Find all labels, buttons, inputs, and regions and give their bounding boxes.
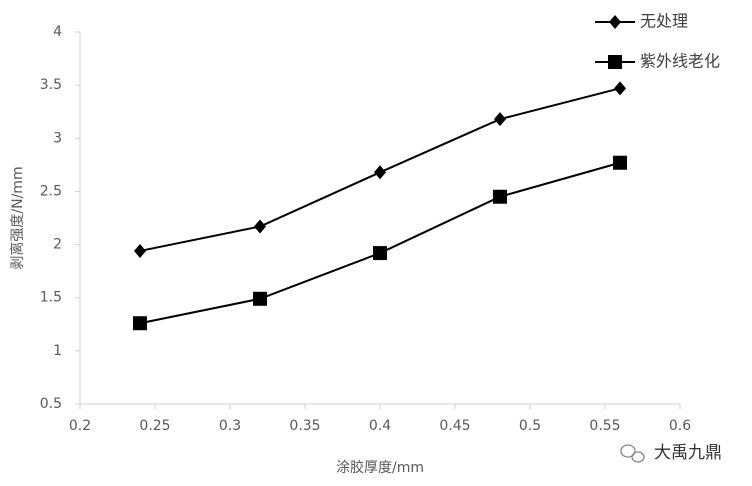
- x-tick-label: 0.55: [589, 418, 620, 434]
- y-tick-label: 2.5: [40, 183, 62, 199]
- x-tick-label: 0.5: [519, 418, 541, 434]
- y-tick-label: 1: [53, 343, 62, 359]
- x-tick-label: 0.3: [219, 418, 241, 434]
- x-tick-label: 0.4: [369, 418, 391, 434]
- x-tick-label: 0.6: [669, 418, 691, 434]
- legend-label: 紫外线老化: [640, 52, 720, 71]
- x-axis-label: 涂胶厚度/mm: [336, 459, 424, 476]
- data-point: [253, 291, 267, 306]
- y-tick-label: 3: [53, 130, 62, 146]
- data-point: [254, 219, 266, 234]
- y-tick-label: 4: [53, 24, 62, 40]
- data-point: [134, 243, 146, 258]
- data-point: [614, 81, 626, 96]
- y-tick-label: 3.5: [40, 77, 62, 93]
- y-tick-label: 0.5: [40, 396, 62, 412]
- data-point: [494, 112, 506, 127]
- data-point: [613, 155, 627, 170]
- y-axis-label: 剥离强度/N/mm: [9, 166, 26, 269]
- watermark: 大禹九鼎: [654, 443, 722, 463]
- x-tick-label: 0.2: [69, 418, 91, 434]
- legend-label: 无处理: [640, 12, 688, 31]
- legend-marker: [608, 55, 622, 69]
- data-point: [374, 165, 386, 180]
- x-tick-label: 0.35: [289, 418, 320, 434]
- watermark-icon: [620, 444, 645, 463]
- legend-marker: [609, 15, 621, 29]
- x-tick-label: 0.25: [139, 418, 170, 434]
- y-tick-label: 2: [53, 237, 62, 253]
- x-tick-label: 0.45: [439, 418, 470, 434]
- data-point: [133, 316, 147, 331]
- data-point: [373, 246, 387, 261]
- data-point: [493, 189, 507, 204]
- y-tick-label: 1.5: [40, 290, 62, 306]
